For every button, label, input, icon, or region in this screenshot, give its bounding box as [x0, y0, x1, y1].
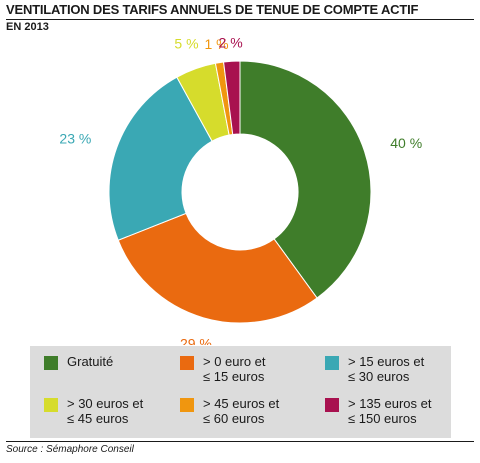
donut-slice-2 [108, 76, 213, 241]
legend-item-5: > 135 euros et ≤ 150 euros [325, 396, 465, 436]
slice-value-label-5: 2 % [219, 34, 243, 50]
donut-slice-1 [117, 212, 318, 324]
legend-label-2: > 15 euros et ≤ 30 euros [348, 354, 425, 384]
legend-label-0: Gratuité [67, 354, 114, 369]
slice-value-label-4: 1 % [204, 36, 228, 52]
legend-label-3: > 30 euros et ≤ 45 euros [67, 396, 144, 426]
slice-value-label-3: 5 % [174, 35, 198, 51]
donut-chart: 40 % 29 % 23 % 5 % 1 %2 % [59, 34, 422, 345]
legend: Gratuité > 0 euro et ≤ 15 euros > 15 euros… [30, 346, 451, 438]
legend-swatch-0 [44, 356, 58, 370]
legend-item-4: > 45 euros et ≤ 60 euros [180, 396, 320, 436]
legend-swatch-3 [44, 398, 58, 412]
donut-slice-5 [223, 60, 241, 136]
legend-swatch-2 [325, 356, 339, 370]
legend-swatch-5 [325, 398, 339, 412]
legend-item-0: Gratuité [44, 354, 184, 394]
slice-value-label-1: 29 % [180, 336, 212, 345]
donut-slice-0 [239, 60, 372, 299]
source-note: Source : Sémaphore Conseil [6, 444, 134, 455]
legend-swatch-4 [180, 398, 194, 412]
legend-label-5: > 135 euros et ≤ 150 euros [348, 396, 432, 426]
slice-value-label-2: 23 % [59, 130, 91, 146]
legend-swatch-1 [180, 356, 194, 370]
chart-subtitle: EN 2013 [6, 21, 49, 33]
slice-value-label-0: 40 % [390, 135, 422, 151]
source-divider [6, 441, 474, 442]
chart-title: VENTILATION DES TARIFS ANNUELS DE TENUE … [6, 2, 474, 20]
legend-item-2: > 15 euros et ≤ 30 euros [325, 354, 465, 394]
legend-item-1: > 0 euro et ≤ 15 euros [180, 354, 320, 394]
legend-item-3: > 30 euros et ≤ 45 euros [44, 396, 184, 436]
legend-label-4: > 45 euros et ≤ 60 euros [203, 396, 280, 426]
legend-label-1: > 0 euro et ≤ 15 euros [203, 354, 266, 384]
